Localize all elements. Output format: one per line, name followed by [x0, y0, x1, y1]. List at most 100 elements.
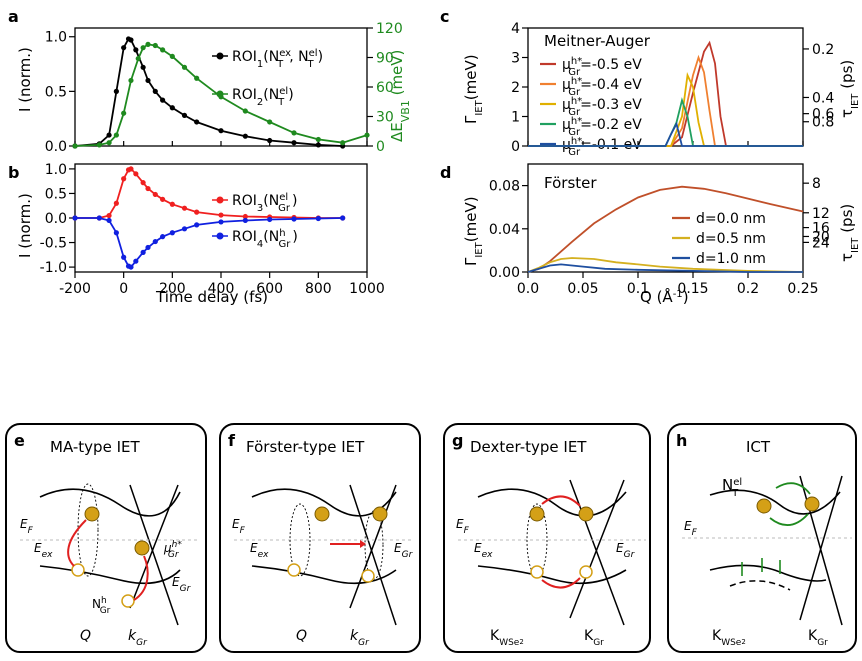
- g-ef-label: EF: [456, 517, 470, 536]
- b-series-point: [106, 212, 112, 219]
- d-xticks-label: 0.05: [567, 281, 598, 297]
- a-y2-ticks: 0 30 60 90 120: [367, 21, 403, 155]
- legend-b1-label: ROI3(Nel Gr): [232, 192, 297, 214]
- panel-label-a: a: [8, 7, 19, 26]
- b-series-point: [133, 171, 139, 177]
- e-mu-label: μh* Gr: [163, 540, 182, 560]
- panel-label-e: e: [14, 431, 25, 450]
- b-x-ticks: -200 0 200 400 600 800 1000: [59, 272, 385, 297]
- h-kwse2-label: KWSe2: [712, 628, 746, 648]
- c-y2-tick-label: 0.2: [812, 42, 834, 58]
- e-q-label: Q: [80, 628, 91, 644]
- g-electron-1: [529, 506, 545, 522]
- e-hole-2: [121, 594, 135, 608]
- b-series-point: [242, 213, 248, 220]
- legend-b2-label: ROI4(Nh Gr): [232, 228, 298, 250]
- a-series-point: [160, 47, 166, 53]
- h-title: ICT: [746, 438, 771, 456]
- a-series-point: [113, 132, 119, 138]
- b-yticks-label: 0.5: [45, 186, 67, 202]
- a-series-point: [315, 136, 321, 143]
- panel-f: f Förster-type IET EF Eex EGr Q kGr: [219, 423, 421, 653]
- e-electron-2: [134, 540, 150, 556]
- legend-d-label: d=0.0 nm: [696, 211, 766, 227]
- g-valence-band: [477, 565, 627, 585]
- h-nt-label: Nel T: [722, 476, 742, 499]
- legend-d-label: d=0.5 nm: [696, 231, 766, 247]
- b-yticks-label: -1.0: [40, 260, 67, 276]
- g-exciton-outline: [526, 503, 548, 577]
- b-xticks-label: 200: [159, 281, 186, 297]
- a-series-group: [72, 36, 370, 149]
- b-yticks-label: 1.0: [45, 162, 67, 178]
- b-series-point: [160, 234, 166, 240]
- a-y2ticks-label: 30: [376, 110, 394, 126]
- f-exciton-outline: [289, 503, 311, 577]
- d-series-line-2: [527, 263, 803, 273]
- e-conduction-band: [39, 488, 181, 517]
- b-series-point: [121, 254, 127, 260]
- e-ngr-label: Nh Gr: [92, 596, 111, 616]
- b-ylabel: I (norm.): [16, 193, 34, 258]
- a-series-point: [128, 37, 134, 43]
- f-arrow-head: [360, 540, 366, 548]
- a-y2ticks-label: 60: [376, 80, 394, 96]
- f-q-label: Q: [296, 628, 307, 644]
- g-hole-2: [579, 565, 593, 579]
- c-y-ticks: 0 1 2 3 4: [511, 21, 804, 155]
- c-yticks-label: 0: [511, 139, 520, 155]
- c-yticks-label: 4: [511, 21, 520, 37]
- f-hole-2: [361, 569, 375, 583]
- b-series-point: [113, 200, 119, 206]
- g-egr-label: EGr: [616, 541, 636, 560]
- a-yticks-label: 0.5: [45, 84, 67, 100]
- b-series-point: [106, 217, 112, 224]
- a-series-point: [242, 108, 248, 114]
- a-series-point: [128, 77, 134, 84]
- a-yticks-label: 0.0: [45, 139, 67, 155]
- h-valence-band: [709, 564, 827, 582]
- a-y2ticks-label: 90: [376, 51, 394, 67]
- c-y2-tick-label: 0.4: [812, 90, 834, 106]
- b-series-point: [72, 215, 78, 221]
- panel-g: g Dexter-type IET EF Eex EGr KWSe2 KGr: [443, 423, 651, 653]
- a-series-point: [152, 88, 158, 94]
- f-electron-1: [314, 506, 330, 522]
- b-xticks-label: 600: [256, 281, 283, 297]
- a-y2ticks-label: 120: [376, 21, 403, 37]
- a-series-point: [169, 53, 175, 60]
- a-series-point: [145, 41, 151, 47]
- e-arrow-1: [67, 519, 87, 567]
- b-series-point: [242, 217, 248, 224]
- b-xticks-label: 800: [305, 281, 332, 297]
- g-hole-1: [530, 565, 544, 579]
- h-kgr-label: KGr: [808, 628, 828, 648]
- legend-c-label: μh* Gr=-0.4 eV: [562, 76, 642, 98]
- legend-a: ROI1(Nex T, Nel T) ROI2(Nel T): [212, 48, 323, 108]
- legend-b2-marker: [216, 232, 224, 240]
- f-egr-label: EGr: [394, 541, 414, 560]
- h-arrow-2: [769, 513, 809, 526]
- e-title: MA-type IET: [50, 438, 140, 456]
- legend-c-label: μh* Gr=-0.3 eV: [562, 96, 642, 118]
- a-ylabel: I (norm.): [16, 47, 34, 112]
- a-y2ticks-label: 0: [376, 139, 385, 155]
- b-series-point: [194, 209, 200, 215]
- c-title: Meitner-Auger: [544, 32, 651, 50]
- b-xticks-label: -200: [59, 281, 91, 297]
- a-series-point: [140, 45, 146, 51]
- e-kgr-label: kGr: [128, 628, 148, 648]
- b-series-point: [218, 212, 224, 218]
- c-series-line-2: [528, 72, 803, 147]
- e-dirac-line-1: [129, 484, 179, 609]
- d-series-group: [527, 185, 804, 273]
- b-series-point: [340, 215, 346, 221]
- d-y2label: τIET (ps): [838, 204, 861, 262]
- a-series-point: [291, 130, 297, 136]
- g-eex-label: Eex: [474, 541, 493, 560]
- a-series-point: [194, 75, 200, 81]
- h-arrow-1: [775, 482, 811, 495]
- a-series-point: [218, 128, 224, 134]
